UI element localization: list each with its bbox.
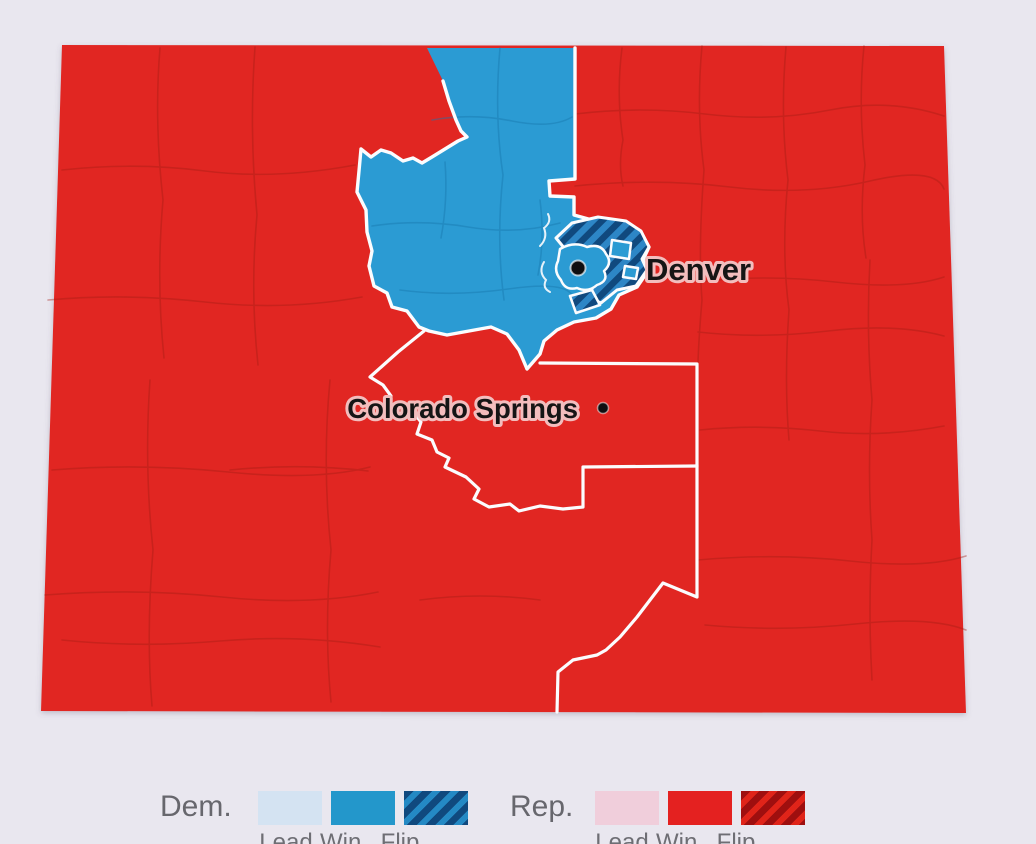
denver-city-dot (569, 259, 587, 277)
denver-city-label: Denver (646, 252, 751, 287)
colorado-district-map: Denver Colorado Springs (41, 45, 967, 714)
legend-rep-win-swatch (668, 791, 732, 825)
city-boundary-squiggles (539, 213, 551, 293)
district-dem-flip-fragment[interactable] (568, 288, 602, 315)
legend-dem-lead-swatch (258, 791, 322, 825)
legend-dem-win-label: Win. (320, 829, 368, 844)
colorado-springs-city-label: Colorado Springs (347, 393, 578, 424)
legend-dem-flip-label: Flip (380, 829, 420, 844)
legend-dem-lead-label: Lead (259, 829, 313, 844)
state-shape-colorado[interactable] (41, 45, 966, 713)
legend-rep-label: Rep. (510, 790, 574, 823)
legend-rep-lead-label: Lead (595, 829, 649, 844)
county-boundaries (44, 45, 967, 707)
colorado-springs-city-dot (596, 401, 610, 415)
district-boundaries (368, 329, 699, 714)
legend-dem-flip-swatch (404, 791, 468, 825)
legend-dem-label: Dem. (160, 790, 232, 823)
legend-rep-win-label: Win. (656, 829, 704, 844)
legend-rep-flip-swatch (741, 791, 805, 825)
legend-rep-flip-label: Flip (716, 829, 756, 844)
legend-rep-lead-swatch (595, 791, 659, 825)
legend-dem-win-swatch (331, 791, 395, 825)
